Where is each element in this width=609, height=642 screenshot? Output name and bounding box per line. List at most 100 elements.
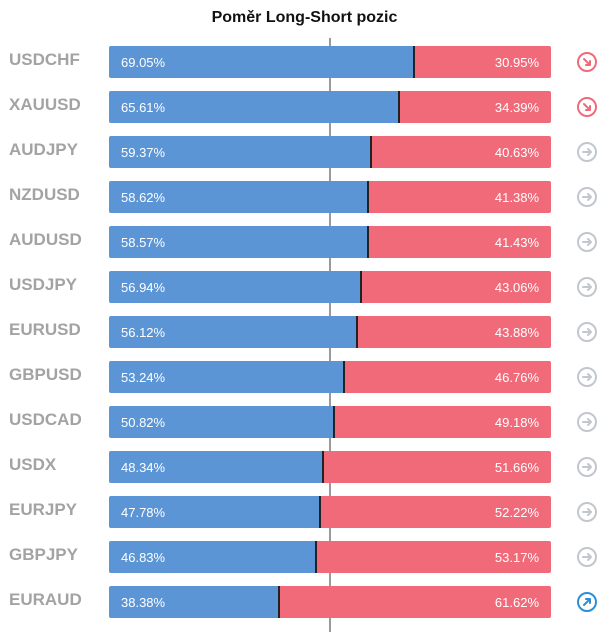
bar-divider	[278, 586, 280, 618]
long-bar	[109, 586, 279, 618]
short-bar	[344, 361, 551, 393]
chart-row: USDCHF 69.05% 30.95%	[0, 46, 609, 78]
short-value-label: 40.63%	[494, 145, 539, 160]
category-label: GBPUSD	[9, 365, 82, 384]
ratio-bar: 59.37% 40.63%	[109, 136, 551, 168]
arrow-down-right-icon	[577, 97, 597, 117]
category-label: AUDUSD	[9, 230, 82, 249]
long-bar	[109, 496, 320, 528]
short-value-label: 30.95%	[494, 55, 539, 70]
short-value-label: 34.39%	[494, 100, 539, 115]
long-bar	[109, 541, 316, 573]
category-label: AUDJPY	[9, 140, 78, 159]
long-value-label: 65.61%	[121, 100, 166, 115]
short-value-label: 46.76%	[494, 370, 539, 385]
chart-row: AUDUSD 58.57% 41.43%	[0, 226, 609, 258]
chart-row: GBPJPY 46.83% 53.17%	[0, 541, 609, 573]
bar-divider	[413, 46, 415, 78]
bar-divider	[315, 541, 317, 573]
category-label: GBPJPY	[9, 545, 78, 564]
long-value-label: 58.57%	[121, 235, 166, 250]
arrow-right-icon	[577, 232, 597, 252]
category-label: USDCHF	[9, 50, 80, 69]
bar-divider	[398, 91, 400, 123]
short-bar	[357, 316, 551, 348]
long-value-label: 69.05%	[121, 55, 166, 70]
ratio-bar: 65.61% 34.39%	[109, 91, 551, 123]
short-bar	[399, 91, 551, 123]
long-bar	[109, 91, 399, 123]
long-value-label: 38.38%	[121, 595, 166, 610]
chart-row: USDX 48.34% 51.66%	[0, 451, 609, 483]
bar-divider	[319, 496, 321, 528]
chart-row: AUDJPY 59.37% 40.63%	[0, 136, 609, 168]
short-bar	[368, 181, 551, 213]
category-label: XAUUSD	[9, 95, 81, 114]
chart-row: EURUSD 56.12% 43.88%	[0, 316, 609, 348]
ratio-bar: 58.57% 41.43%	[109, 226, 551, 258]
long-value-label: 48.34%	[121, 460, 166, 475]
chart-row: EURAUD 38.38% 61.62%	[0, 586, 609, 618]
chart-row: EURJPY 47.78% 52.22%	[0, 496, 609, 528]
category-label: USDX	[9, 455, 57, 474]
ratio-bar: 53.24% 46.76%	[109, 361, 551, 393]
arrow-right-icon	[577, 142, 597, 162]
short-bar	[316, 541, 551, 573]
category-label: EURUSD	[9, 320, 81, 339]
bar-divider	[356, 316, 358, 348]
arrow-right-icon	[577, 457, 597, 477]
long-value-label: 46.83%	[121, 550, 166, 565]
short-value-label: 51.66%	[494, 460, 539, 475]
chart-row: XAUUSD 65.61% 34.39%	[0, 91, 609, 123]
long-bar	[109, 451, 323, 483]
long-bar	[109, 226, 368, 258]
category-label: USDJPY	[9, 275, 78, 294]
arrow-right-icon	[577, 187, 597, 207]
arrow-right-icon	[577, 322, 597, 342]
short-bar	[414, 46, 551, 78]
arrow-right-icon	[577, 277, 597, 297]
ratio-bar: 38.38% 61.62%	[109, 586, 551, 618]
long-value-label: 53.24%	[121, 370, 166, 385]
long-value-label: 59.37%	[121, 145, 166, 160]
short-bar	[368, 226, 551, 258]
short-value-label: 61.62%	[494, 595, 539, 610]
ratio-bar: 50.82% 49.18%	[109, 406, 551, 438]
bar-divider	[367, 226, 369, 258]
short-bar	[371, 136, 551, 168]
bar-divider	[367, 181, 369, 213]
short-value-label: 41.43%	[494, 235, 539, 250]
bar-divider	[360, 271, 362, 303]
bar-divider	[322, 451, 324, 483]
ratio-bar: 46.83% 53.17%	[109, 541, 551, 573]
category-label: NZDUSD	[9, 185, 80, 204]
long-bar	[109, 316, 357, 348]
short-value-label: 43.88%	[494, 325, 539, 340]
long-bar	[109, 136, 371, 168]
ratio-bar: 47.78% 52.22%	[109, 496, 551, 528]
bar-divider	[333, 406, 335, 438]
long-bar	[109, 181, 368, 213]
arrow-right-icon	[577, 502, 597, 522]
long-bar	[109, 271, 361, 303]
ratio-bar: 56.12% 43.88%	[109, 316, 551, 348]
short-bar	[361, 271, 551, 303]
short-bar	[279, 586, 551, 618]
category-label: EURJPY	[9, 500, 78, 519]
chart-row: USDJPY 56.94% 43.06%	[0, 271, 609, 303]
category-label: USDCAD	[9, 410, 82, 429]
bar-divider	[343, 361, 345, 393]
long-bar	[109, 361, 344, 393]
category-label: EURAUD	[9, 590, 82, 609]
bar-divider	[370, 136, 372, 168]
arrow-up-right-icon	[577, 592, 597, 612]
chart-row: GBPUSD 53.24% 46.76%	[0, 361, 609, 393]
long-value-label: 58.62%	[121, 190, 166, 205]
short-bar	[320, 496, 551, 528]
long-bar	[109, 406, 334, 438]
short-value-label: 49.18%	[494, 415, 539, 430]
arrow-right-icon	[577, 367, 597, 387]
short-value-label: 52.22%	[494, 505, 539, 520]
short-bar	[334, 406, 551, 438]
